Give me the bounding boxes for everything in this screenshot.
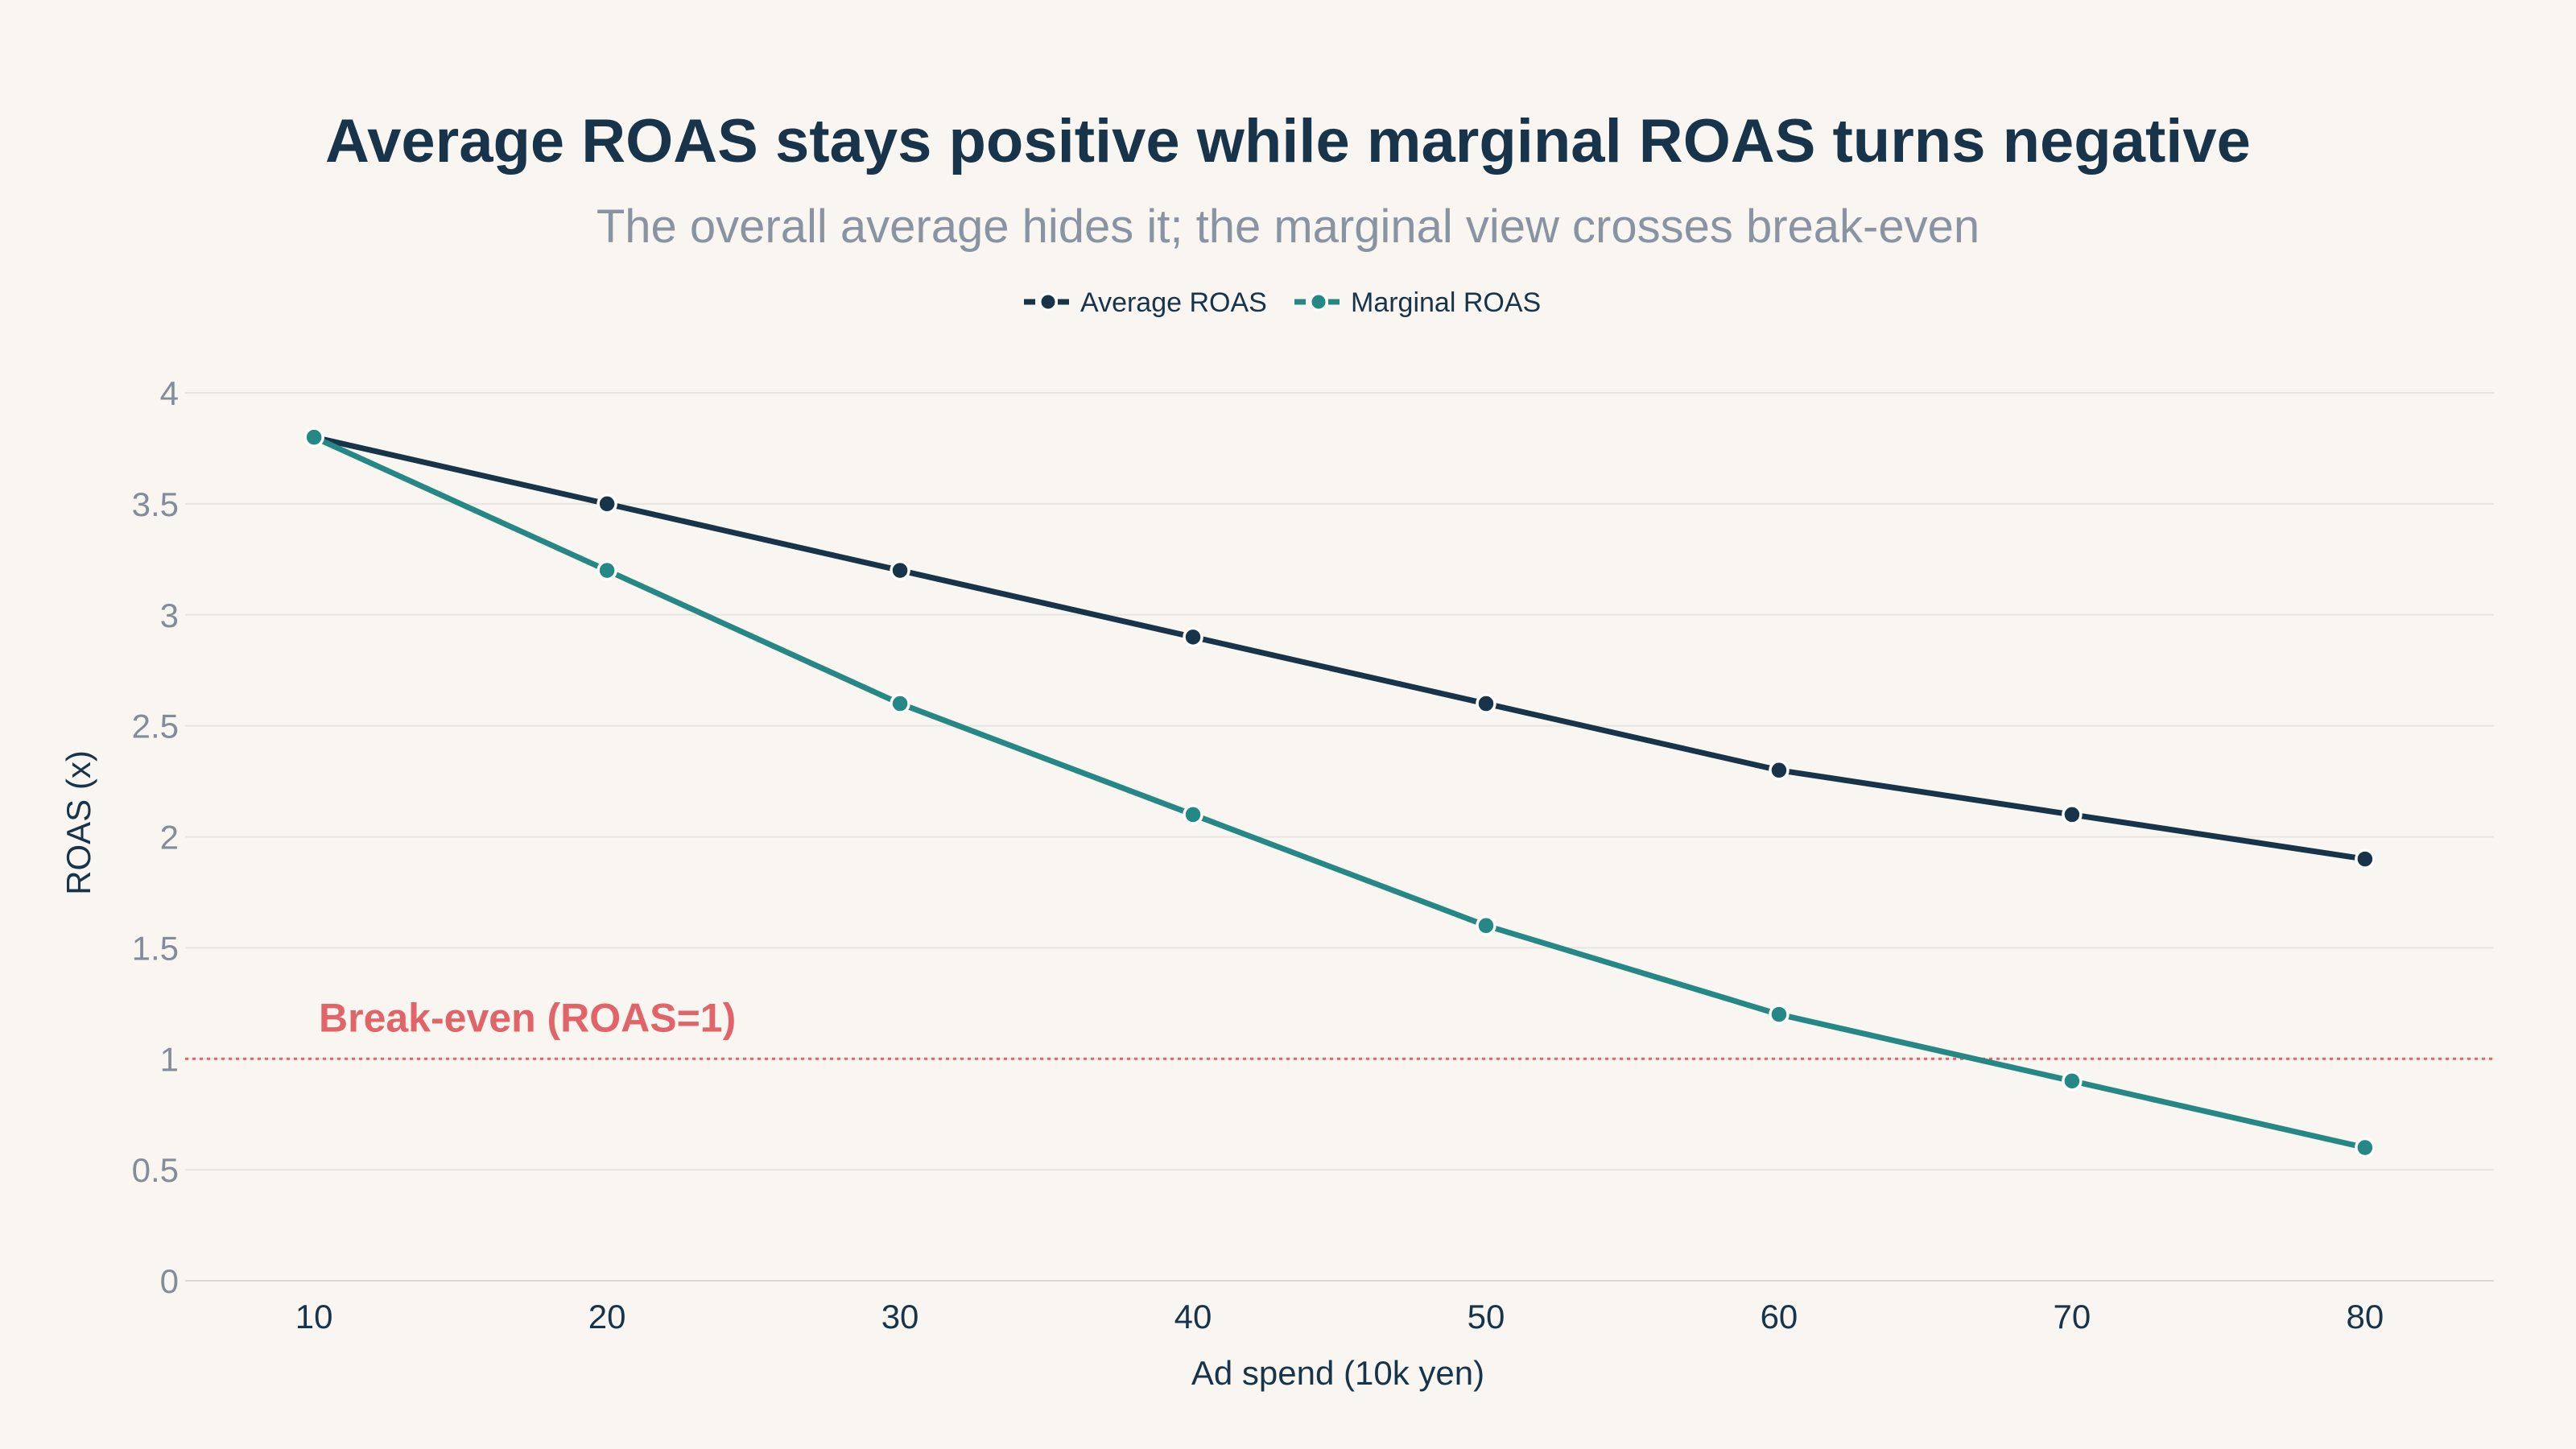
break-even-label: Break-even (ROAS=1) — [319, 995, 736, 1040]
y-tick-label: 0.5 — [132, 1151, 179, 1189]
grid-lines — [185, 392, 2494, 1282]
series-line — [311, 434, 2368, 862]
data-point[interactable] — [890, 559, 910, 581]
y-tick-label: 1.5 — [132, 929, 179, 967]
legend-swatch-marker — [1309, 292, 1328, 312]
series-group — [303, 427, 2376, 1158]
series-marginal-roas — [303, 427, 2376, 1158]
data-point[interactable] — [890, 693, 910, 714]
chart-title: Average ROAS stays positive while margin… — [325, 107, 2251, 175]
series-average-roas — [303, 427, 2376, 869]
data-point[interactable] — [2062, 804, 2083, 825]
x-tick-label: 80 — [2346, 1298, 2384, 1335]
legend-label: Average ROAS — [1080, 287, 1267, 318]
y-tick-label: 3 — [160, 597, 179, 634]
legend-item[interactable]: Marginal ROAS — [1294, 287, 1541, 318]
data-point[interactable] — [2355, 1137, 2376, 1158]
x-tick-label: 60 — [1761, 1298, 1798, 1335]
data-point[interactable] — [1183, 804, 1203, 825]
x-tick-label: 20 — [588, 1298, 626, 1335]
y-tick-label: 0 — [160, 1262, 179, 1300]
chart-subtitle: The overall average hides it; the margin… — [596, 200, 1980, 253]
data-point[interactable] — [2062, 1071, 2083, 1092]
y-tick-label: 2 — [160, 819, 179, 857]
y-axis-title: ROAS (x) — [60, 750, 97, 895]
reference-line-group: Break-even (ROAS=1) — [185, 995, 2494, 1060]
data-point[interactable] — [597, 493, 617, 514]
tick-labels: 0 0.5 1 1.5 2 2.5 3 3.5 4 10 20 30 40 50 60 70 80 — [132, 374, 2384, 1335]
data-point[interactable] — [1183, 626, 1203, 648]
data-point[interactable] — [303, 427, 324, 448]
data-point[interactable] — [1769, 1004, 1790, 1025]
x-tick-label: 10 — [295, 1298, 333, 1335]
legend-item[interactable]: Average ROAS — [1024, 287, 1267, 318]
data-point[interactable] — [597, 559, 617, 581]
series-line — [311, 434, 2368, 1151]
data-point[interactable] — [1476, 915, 1496, 936]
x-tick-label: 50 — [1468, 1298, 1505, 1335]
legend-swatch-marker — [1038, 292, 1058, 312]
x-tick-label: 40 — [1174, 1298, 1212, 1335]
legend-label: Marginal ROAS — [1351, 287, 1541, 318]
x-axis-title: Ad spend (10k yen) — [1191, 1354, 1484, 1392]
data-point[interactable] — [1769, 760, 1790, 781]
y-tick-label: 4 — [160, 374, 179, 412]
y-tick-label: 2.5 — [132, 708, 179, 745]
data-point[interactable] — [2355, 848, 2376, 869]
x-tick-label: 70 — [2054, 1298, 2091, 1335]
data-point[interactable] — [1476, 693, 1496, 714]
x-tick-label: 30 — [881, 1298, 919, 1335]
y-tick-label: 3.5 — [132, 485, 179, 523]
legend[interactable]: Average ROAS Marginal ROAS — [1024, 287, 1541, 318]
y-tick-label: 1 — [160, 1040, 179, 1078]
